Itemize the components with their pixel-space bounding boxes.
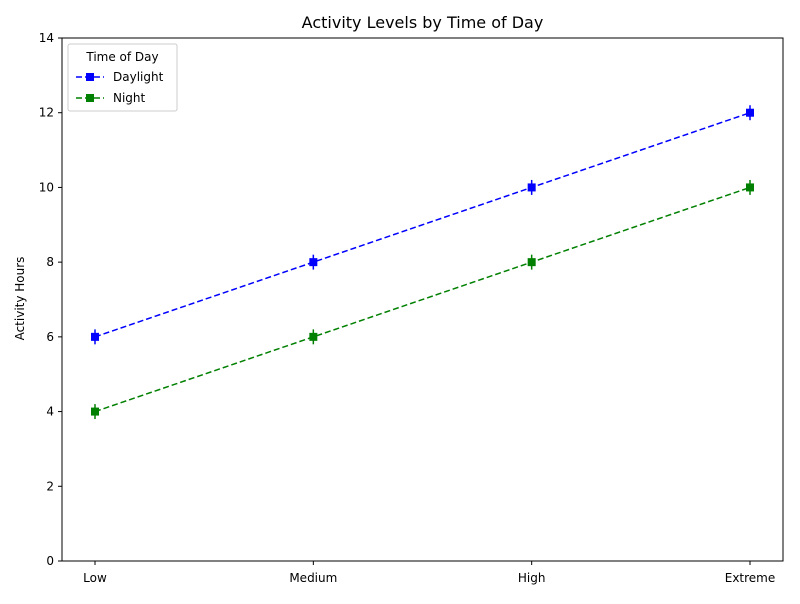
- y-tick-label: 8: [46, 255, 54, 269]
- data-point-night: [746, 183, 754, 192]
- x-tick-label: Low: [83, 571, 107, 585]
- x-tick-label: Medium: [289, 571, 337, 585]
- y-tick-label: 0: [46, 554, 54, 568]
- series-line-daylight: [94, 112, 751, 338]
- y-tick-label: 2: [46, 479, 54, 493]
- legend-label-daylight: Daylight: [113, 70, 164, 84]
- legend-title: Time of Day: [85, 50, 158, 64]
- legend-box: [67, 43, 178, 112]
- y-tick-label: 14: [39, 31, 54, 45]
- y-axis-label: Activity Hours: [13, 257, 27, 341]
- data-point-night: [527, 258, 536, 267]
- legend-label-night: Night: [113, 91, 146, 105]
- legend: Time of Day Daylight Night: [67, 43, 178, 112]
- data-point-night: [309, 332, 318, 341]
- data-point-daylight: [91, 332, 99, 341]
- legend-marker: [86, 94, 94, 102]
- y-tick-label: 10: [39, 180, 54, 194]
- plot-area: 0 2 4 6 8 10 12 14 Low Medium High Extreme: [39, 31, 784, 585]
- y-tick-label: 4: [46, 405, 54, 419]
- legend-marker: [86, 73, 94, 81]
- data-point-daylight: [527, 183, 536, 192]
- y-tick-label: 6: [46, 330, 54, 344]
- plot-frame: [61, 37, 784, 562]
- x-tick-label: High: [518, 571, 546, 585]
- data-point-daylight: [309, 258, 318, 267]
- y-tick-label: 12: [39, 106, 54, 120]
- x-tick-label: Extreme: [725, 571, 776, 585]
- series-line-night: [94, 186, 751, 413]
- data-point-night: [91, 407, 99, 416]
- chart-title: Activity Levels by Time of Day: [302, 13, 544, 32]
- data-point-daylight: [746, 108, 754, 117]
